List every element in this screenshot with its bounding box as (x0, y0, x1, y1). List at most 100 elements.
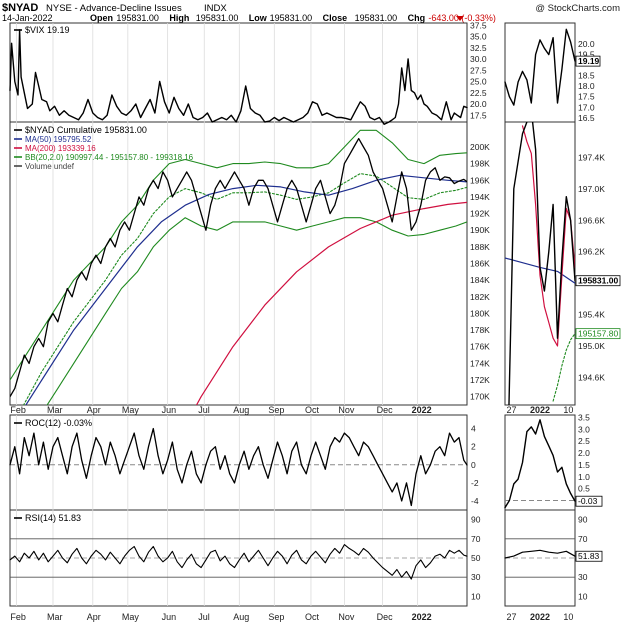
vix-zoom-y-tick: 20.0 (578, 39, 595, 49)
rsi-value-text: 51.83 (578, 551, 600, 561)
price-panel-frame (9, 121, 468, 406)
zoom-x-label: 27 (507, 612, 517, 622)
vix-y-tick: 22.5 (470, 88, 487, 98)
x-month-label: 2022 (412, 405, 432, 415)
vix-zoom-line (504, 28, 576, 106)
x-month-label: Jun (162, 405, 177, 415)
series-lines (9, 28, 576, 580)
quote-row: Open 195831.00 High 195831.00 Low 195831.00 Cl… (90, 13, 496, 23)
vix-y-tick: 27.5 (470, 65, 487, 75)
x-month-label: Jul (198, 612, 210, 622)
chart-symbol: $NYAD (2, 2, 38, 14)
x-month-label: Oct (305, 405, 320, 415)
x-month-label: Apr (87, 612, 101, 622)
chart-index-tag: INDX (204, 3, 227, 14)
legend-entry: RSI(14) 51.83 (25, 513, 81, 523)
x-month-label: Dec (377, 612, 394, 622)
roc-zoom-panel-frame (504, 414, 576, 511)
x-month-label: Feb (10, 612, 26, 622)
stockcharts-credit: @ StockCharts.com (535, 3, 620, 14)
quote-label: Chg (408, 13, 426, 23)
vix-zoom-y-tick: 18.5 (578, 71, 595, 81)
axis-tick-labels: Feb Feb Mar Mar Apr Apr May May Jun Jun Jul Jul Aug A… (10, 20, 605, 622)
rsi-y-tick: 70 (471, 534, 481, 544)
price-y-tick: 186K (470, 259, 490, 269)
x-month-label: Feb (10, 405, 26, 415)
roc-value-badge (575, 495, 603, 507)
rsi-y-tick: 10 (471, 591, 481, 601)
x-month-label: Sep (268, 612, 284, 622)
change-down-triangle-icon (456, 16, 464, 21)
price-value-text: 195831.00 (578, 276, 618, 286)
quote-value: 195831.00 (116, 13, 159, 23)
chart-date: 14-Jan-2022 (2, 13, 53, 23)
price-y-tick: 192K (470, 209, 490, 219)
grid-lines (10, 23, 575, 606)
price-y-tick: 172K (470, 375, 490, 385)
quote-value: 195831.00 (196, 13, 239, 23)
price-value-badge (575, 275, 621, 287)
price-y-tick: 176K (470, 342, 490, 352)
x-month-label: May (122, 612, 140, 622)
x-month-label: Nov (338, 612, 355, 622)
legend-entry: MA(200) 193339.16 (25, 144, 96, 153)
vix-y-tick: 20.0 (470, 99, 487, 109)
price-y-tick: 190K (470, 225, 490, 235)
roc-panel-frame (9, 414, 468, 511)
bb-mid-value-text: 195157.80 (578, 329, 618, 339)
x-month-label: Aug (233, 612, 249, 622)
x-month-label: Oct (305, 612, 320, 622)
roc-zoom-y-tick: 2.0 (578, 448, 590, 458)
vix-value-text: 19.19 (578, 56, 600, 66)
vix-zoom-panel-frame (504, 22, 576, 123)
roc-y-tick: 4 (471, 424, 476, 434)
roc-y-tick: -2 (471, 478, 479, 488)
vix-zoom-y-tick: 16.5 (578, 113, 595, 123)
bb-mid-zoom-line (552, 332, 575, 402)
ma200-zoom-line (521, 125, 575, 347)
price-y-tick: 196K (470, 175, 490, 185)
zoom-x-label: 27 (507, 405, 517, 415)
rsi-y-tick: 50 (471, 553, 481, 563)
x-month-label: Apr (87, 405, 101, 415)
vix-y-tick: 37.5 (470, 20, 487, 30)
zoom-x-label: 2022 (530, 405, 550, 415)
price-zoom-y-tick: 196.6K (578, 215, 605, 225)
rsi-zoom-y-tick: 90 (578, 515, 588, 525)
ma200-line (195, 201, 467, 405)
bb-mid-line (22, 173, 467, 405)
quote-value: 195831.00 (270, 13, 313, 23)
price-y-tick: 180K (470, 308, 490, 318)
rsi-zoom-y-tick: 30 (578, 572, 588, 582)
legend-entry: ROC(12) -0.03% (25, 418, 92, 428)
rsi-value-badge (575, 550, 603, 562)
x-month-label: Sep (268, 405, 284, 415)
quote-label: Close (323, 13, 348, 23)
rsi-y-tick: 30 (471, 572, 481, 582)
roc-line (9, 427, 468, 507)
roc-value-text: -0.03 (578, 496, 598, 506)
roc-zoom-y-tick: 1.0 (578, 472, 590, 482)
x-month-label: May (122, 405, 140, 415)
roc-zoom-y-tick: 1.5 (578, 460, 590, 470)
price-zoom-y-tick: 197.0K (578, 184, 605, 194)
x-month-label: Mar (47, 612, 63, 622)
legend-entry: Volume undef (25, 162, 75, 171)
legend-entry: $VIX 19.19 (25, 25, 70, 35)
zoom-x-label: 2022 (530, 612, 550, 622)
vix-line (9, 29, 468, 126)
price-zoom-y-tick: 195.4K (578, 310, 605, 320)
vix-zoom-y-tick: 19.5 (578, 50, 595, 60)
price-y-tick: 184K (470, 275, 490, 285)
price-y-tick: 194K (470, 192, 490, 202)
legend-entry: BB(20,2.0) 190997.44 - 195157.80 - 19931… (25, 153, 194, 162)
roc-y-tick: 0 (471, 460, 476, 470)
panel-legends: $VIX 19.19 $NYAD Cumulative 195831.00MA(5… (14, 25, 194, 523)
ma50-line (25, 174, 467, 405)
quote-label: High (169, 13, 189, 23)
vix-value-badge (575, 55, 601, 67)
x-month-label: Jul (198, 405, 210, 415)
price-zoom-y-tick: 194.6K (578, 372, 605, 382)
rsi-y-tick: 90 (471, 515, 481, 525)
